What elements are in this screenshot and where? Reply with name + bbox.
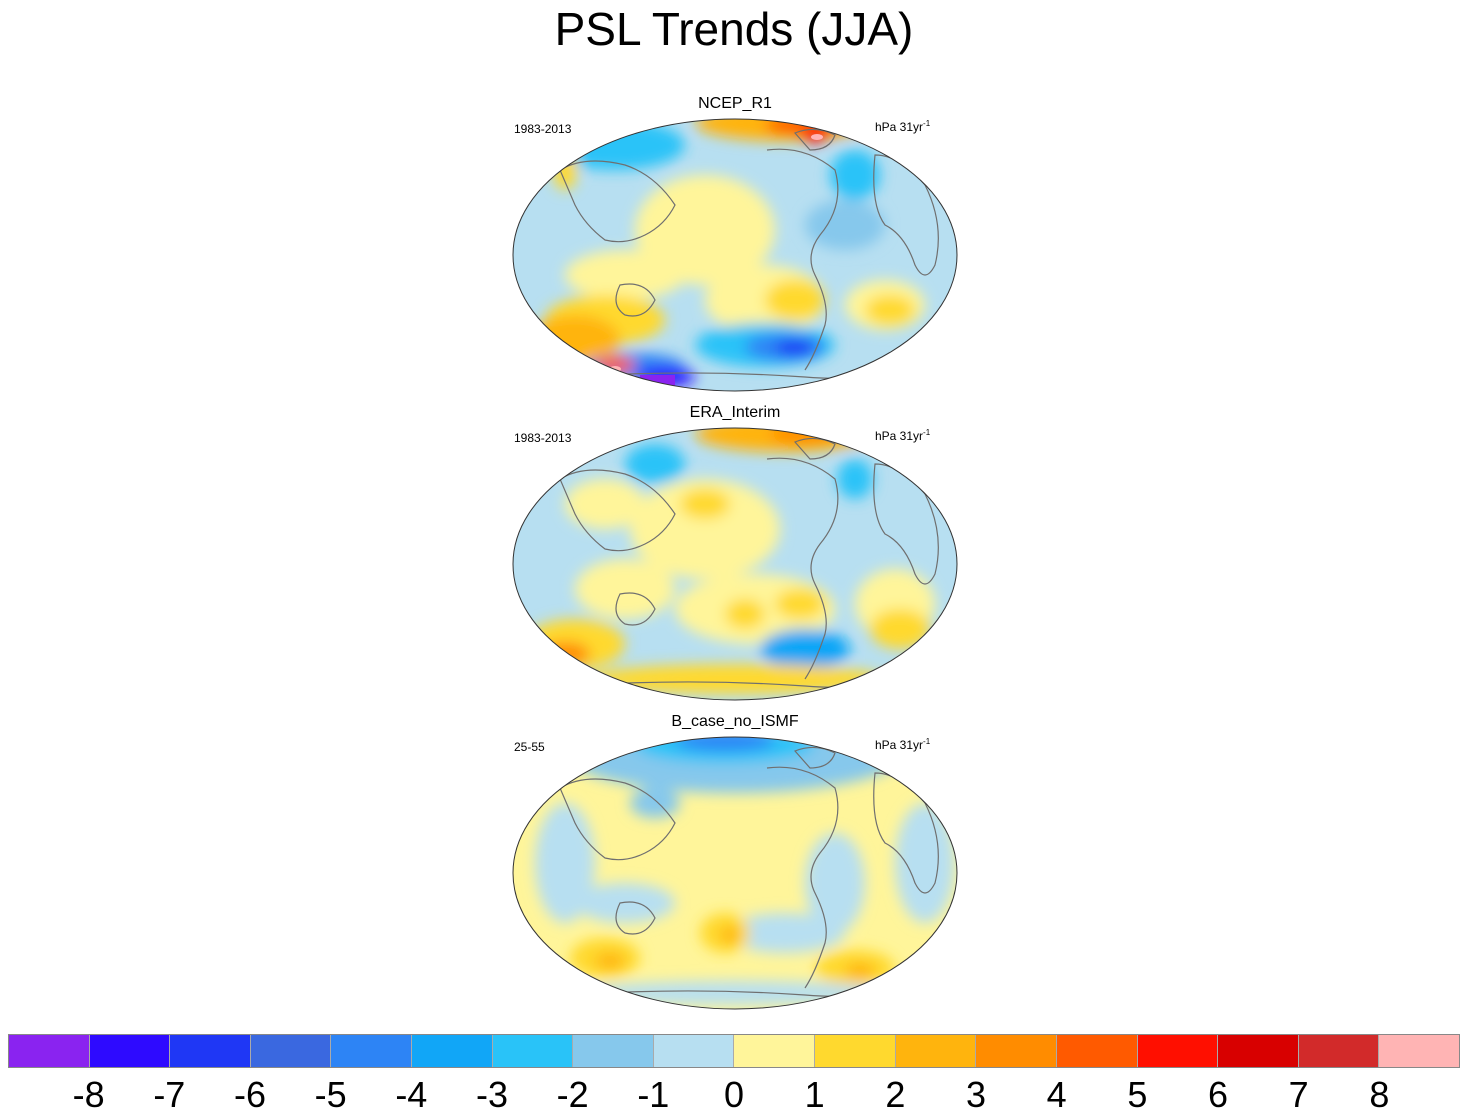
panel-units: hPa 31yr-1 bbox=[875, 428, 931, 443]
colorbar-box bbox=[653, 1035, 735, 1067]
colorbar-box bbox=[412, 1035, 493, 1067]
colorbar-box bbox=[573, 1035, 654, 1067]
colorbar-box bbox=[250, 1035, 332, 1067]
colorbar-box bbox=[895, 1035, 977, 1067]
colorbar-box bbox=[331, 1035, 413, 1067]
colorbar-tick-label: -8 bbox=[72, 1074, 105, 1115]
colorbar-tick-label: -2 bbox=[556, 1074, 589, 1115]
map-panel-bcase: B_case_no_ISMF 25-55 hPa 31yr-1 bbox=[505, 713, 965, 1013]
map-panel-era: ERA_Interim 1983-2013 hPa 31yr-1 bbox=[505, 404, 965, 704]
colorbar-tick-label: -1 bbox=[637, 1074, 670, 1115]
panel-period: 25-55 bbox=[514, 740, 545, 754]
colorbar-tick-label: 6 bbox=[1207, 1074, 1229, 1115]
colorbar-box bbox=[815, 1035, 896, 1067]
map-bcase bbox=[512, 736, 958, 1010]
panel-title: NCEP_R1 bbox=[698, 95, 772, 112]
panel-title: ERA_Interim bbox=[689, 404, 781, 421]
colorbar-tick-label: 4 bbox=[1046, 1074, 1067, 1115]
colorbar-box bbox=[976, 1035, 1057, 1067]
panel-units: hPa 31yr-1 bbox=[875, 737, 931, 752]
map-era bbox=[512, 427, 958, 701]
colorbar bbox=[8, 1034, 1460, 1068]
colorbar-tick-label: -3 bbox=[475, 1074, 508, 1115]
panel-period: 1983-2013 bbox=[514, 431, 572, 445]
colorbar-tick-label: -4 bbox=[395, 1074, 428, 1115]
chart-title: PSL Trends (JJA) bbox=[554, 3, 914, 55]
colorbar-box bbox=[89, 1035, 171, 1067]
colorbar-tick-label: 8 bbox=[1369, 1074, 1390, 1115]
colorbar-tick-label: 1 bbox=[804, 1074, 825, 1115]
colorbar-box bbox=[9, 1035, 90, 1067]
panel-period: 1983-2013 bbox=[514, 122, 572, 136]
colorbar-tick-label: -7 bbox=[153, 1074, 186, 1115]
panel-units: hPa 31yr-1 bbox=[875, 119, 931, 134]
colorbar-tick-label: 3 bbox=[965, 1074, 987, 1115]
colorbar-box bbox=[734, 1035, 816, 1067]
colorbar-box bbox=[1056, 1035, 1138, 1067]
colorbar-box bbox=[1218, 1035, 1299, 1067]
colorbar-tick-label: 2 bbox=[885, 1074, 906, 1115]
colorbar-tick-label: 0 bbox=[723, 1074, 745, 1115]
colorbar-box bbox=[170, 1035, 251, 1067]
colorbar-box bbox=[1379, 1035, 1459, 1067]
map-ncep bbox=[512, 118, 958, 392]
panel-title: B_case_no_ISMF bbox=[671, 713, 799, 730]
map-panel-ncep: NCEP_R1 1983-2013 hPa 31yr-1 bbox=[505, 95, 965, 395]
colorbar-tick-label: 5 bbox=[1127, 1074, 1148, 1115]
colorbar-tick-label: -6 bbox=[233, 1074, 266, 1115]
colorbar-box bbox=[1137, 1035, 1219, 1067]
colorbar-tick-label: 7 bbox=[1288, 1074, 1309, 1115]
colorbar-tick-label: -5 bbox=[314, 1074, 347, 1115]
colorbar-box bbox=[492, 1035, 574, 1067]
colorbar-box bbox=[1298, 1035, 1380, 1067]
